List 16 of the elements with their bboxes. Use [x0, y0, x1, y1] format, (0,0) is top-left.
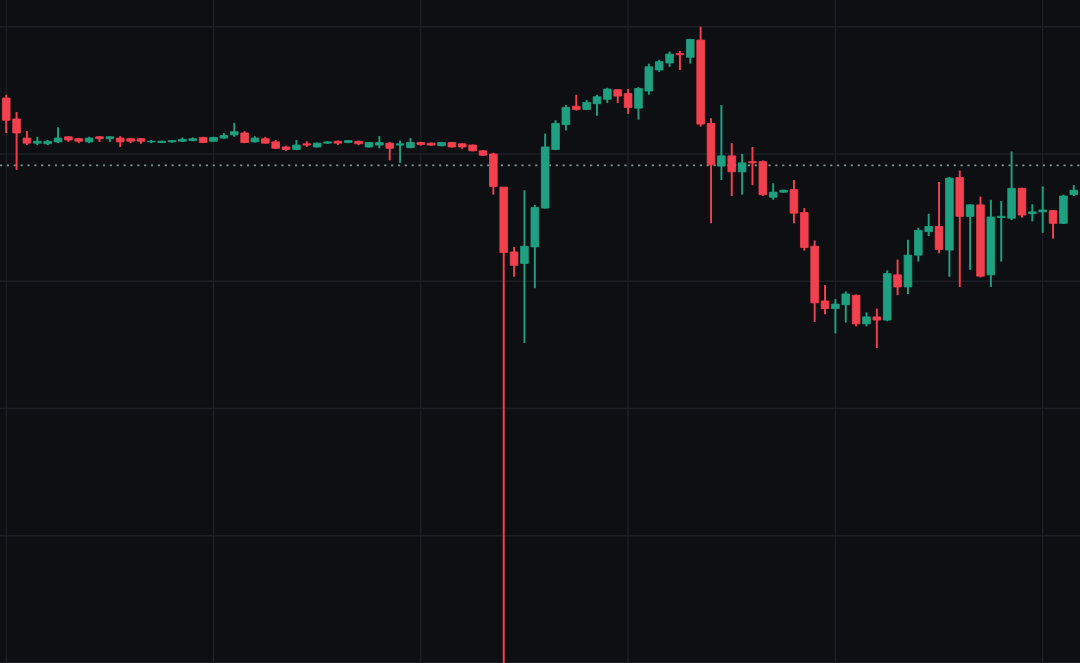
- candlestick: [509, 245, 519, 278]
- candlestick: [717, 104, 726, 182]
- candlestick: [965, 203, 975, 271]
- candlestick: [385, 140, 394, 162]
- candlestick: [675, 49, 685, 71]
- candlestick: [872, 307, 882, 350]
- candlestick: [893, 258, 902, 297]
- candlestick: [789, 179, 799, 225]
- candlestick: [934, 181, 944, 255]
- candlestick: [737, 153, 747, 196]
- candlestick: [820, 284, 830, 316]
- candlestick: [1048, 209, 1058, 240]
- candlestick: [686, 37, 695, 65]
- candlestick: [623, 88, 633, 115]
- candlestick: [727, 142, 736, 197]
- candlestick: [592, 93, 602, 117]
